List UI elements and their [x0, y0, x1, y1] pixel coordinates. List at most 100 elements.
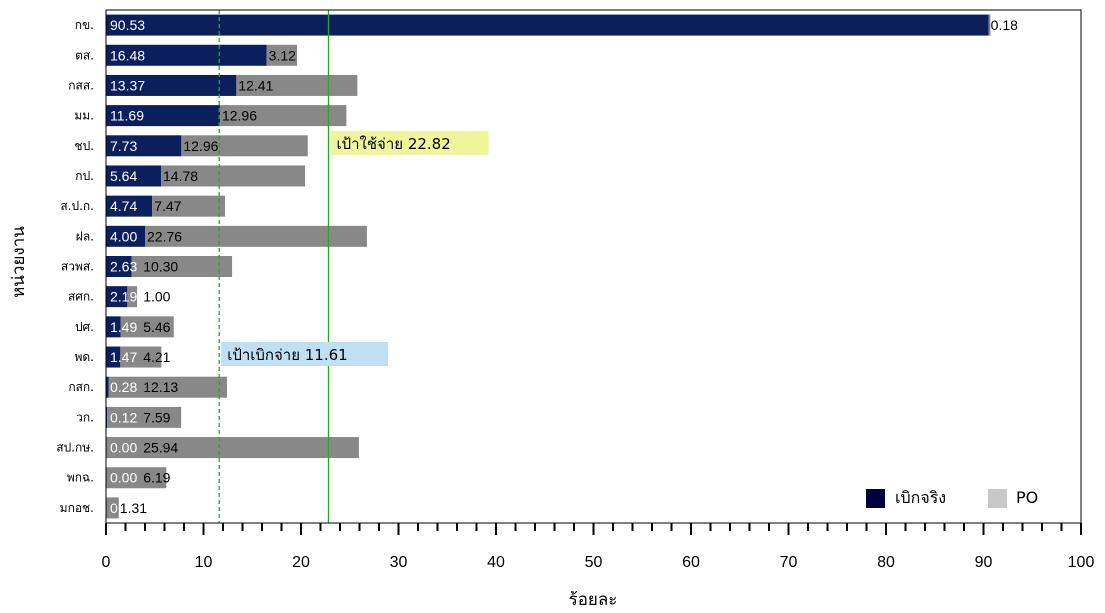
bar-po [160, 165, 306, 187]
bar-po [219, 105, 347, 127]
bar-po [106, 497, 119, 519]
bar-po [131, 256, 233, 277]
y-axis-title: หน่วยงาน [9, 226, 29, 298]
category-label: ส.ป.ก. [60, 199, 94, 213]
value-label-po: 1.31 [120, 500, 147, 516]
value-labels-layer: 90.53 0.18 16.48 3.12 13.37 12.41 11.69 12.96 7.… [110, 17, 1018, 516]
x-tick-label: 100 [1068, 554, 1095, 571]
bar-po [236, 74, 358, 96]
value-label-actual: 4.74 [110, 198, 137, 214]
x-tick-label: 20 [292, 554, 310, 571]
category-label: กข. [75, 18, 94, 32]
x-tick-label: 30 [390, 554, 408, 571]
category-label: สวพส. [61, 260, 94, 274]
bar-actual [106, 346, 121, 368]
axes-layer: กข. ตส. กสส. มม. ชป. กป. ส.ป.ก. ฝล. สวพส. สศก. ปศ.… [56, 9, 1095, 571]
value-label-po: 22.76 [147, 228, 182, 244]
bar-actual [106, 406, 108, 428]
bar-po [107, 406, 182, 428]
bar-actual [106, 195, 153, 217]
category-label: มกอช. [60, 501, 94, 515]
bar-actual [106, 376, 109, 398]
bar-po [127, 286, 138, 308]
value-label-actual: 0.12 [110, 409, 137, 425]
value-label-actual: 0.00 [110, 470, 137, 486]
x-tick-label: 0 [102, 554, 111, 571]
value-label-actual: 13.37 [110, 77, 145, 93]
value-label-actual: 0.28 [110, 379, 137, 395]
value-label-po: 14.78 [163, 168, 198, 184]
category-label: ชป. [74, 139, 94, 153]
x-tick-label: 90 [975, 554, 993, 571]
bar-actual [106, 225, 145, 247]
x-tick-label: 10 [195, 554, 213, 571]
x-axis-title: ร้อยละ [569, 590, 618, 610]
bar-po [152, 195, 226, 217]
value-label-actual: 0.00 [110, 440, 137, 456]
bar-actual [106, 105, 220, 127]
value-label-actual: 16.48 [110, 47, 145, 63]
x-tick-label: 40 [487, 554, 505, 571]
value-label-actual: 1.47 [110, 349, 137, 365]
category-label: กสส. [68, 78, 94, 92]
category-label: กป. [75, 169, 94, 183]
bar-po [988, 14, 991, 36]
bar-po [108, 376, 227, 398]
category-label: ปศ. [75, 320, 94, 334]
category-label: พด. [74, 350, 94, 364]
bar-actual [106, 44, 267, 66]
value-label-po: 0.18 [991, 17, 1018, 33]
value-label-actual: 11.69 [110, 108, 144, 124]
x-tick-label: 70 [780, 554, 798, 571]
category-label: ฝล. [76, 229, 94, 243]
value-label-actual: 2.63 [110, 259, 137, 275]
value-label-po: 25.94 [143, 440, 178, 456]
value-label-po: 10.30 [143, 259, 178, 275]
value-label-po: 1.00 [143, 289, 170, 305]
reference-lines-layer: เป้าเบิกจ่าย 11.61 เป้าใช้จ่าย 22.82 [218, 10, 489, 523]
bar-po [106, 437, 359, 459]
legend: เบิกจริง PO [866, 488, 1038, 508]
value-label-actual: 5.64 [110, 168, 137, 184]
legend-label-po: PO [1016, 488, 1038, 507]
value-label-actual: 0 [110, 500, 118, 516]
value-label-po: 6.19 [143, 470, 170, 486]
value-label-po: 12.41 [238, 77, 273, 93]
value-label-po: 7.59 [143, 409, 170, 425]
bar-po [181, 135, 308, 157]
value-label-actual: 2.19 [110, 289, 137, 305]
category-label: สป.กษ. [56, 441, 94, 455]
bar-actual [106, 256, 132, 277]
x-tick-label: 50 [585, 554, 603, 571]
legend-label-actual: เบิกจริง [895, 488, 946, 507]
target-disbursement-label-bg [221, 342, 388, 367]
bar-actual [106, 316, 121, 338]
target-disbursement-label: เป้าเบิกจ่าย 11.61 [227, 346, 348, 364]
x-tick-label: 60 [682, 554, 700, 571]
value-label-po: 12.96 [183, 138, 218, 154]
bar-po [145, 225, 367, 247]
value-label-actual: 90.53 [110, 17, 145, 33]
category-label: มม. [74, 109, 94, 123]
bar-po [120, 316, 174, 338]
bar-actual [106, 135, 182, 157]
value-label-po: 12.13 [143, 379, 178, 395]
x-tick-label: 80 [877, 554, 895, 571]
category-label: สศก. [68, 290, 94, 304]
value-label-po: 5.46 [143, 319, 170, 335]
bar-actual [106, 14, 989, 36]
legend-swatch-actual [866, 489, 885, 508]
bar-po [106, 467, 167, 489]
value-label-po: 3.12 [269, 47, 296, 63]
value-label-actual: 7.73 [110, 138, 137, 154]
value-label-po: 12.96 [222, 108, 257, 124]
bars-layer [106, 14, 991, 519]
value-label-actual: 4.00 [110, 228, 137, 244]
category-label: กสก. [68, 380, 94, 394]
bar-actual [106, 74, 237, 96]
category-label: วก. [76, 410, 94, 424]
target-spending-label-bg [330, 130, 489, 155]
legend-swatch-po [988, 489, 1007, 508]
category-label: ตส. [75, 48, 94, 62]
